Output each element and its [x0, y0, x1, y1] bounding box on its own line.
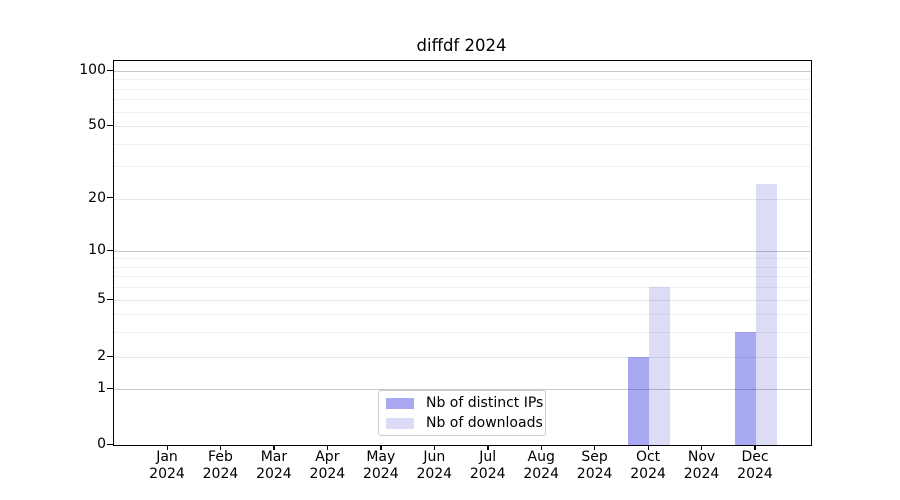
x-tick-mark [219, 445, 222, 450]
legend-swatch-downloads [386, 417, 414, 429]
y-tick-label: 0 [97, 436, 106, 452]
legend-label-downloads: Nb of downloads [426, 415, 543, 431]
x-tick-label: Jun 2024 [416, 449, 453, 482]
x-tick-label: Dec 2024 [737, 449, 773, 482]
gridline-major [114, 126, 811, 127]
gridline-minor [114, 166, 811, 168]
x-tick-label: Jul 2024 [469, 449, 506, 482]
x-tick-mark [380, 445, 382, 450]
gridline-minor [114, 287, 811, 289]
y-tick-label: 100 [79, 62, 106, 78]
y-tick-mark [107, 197, 113, 199]
x-tick-label: Aug 2024 [523, 449, 559, 482]
x-tick-mark [754, 445, 756, 450]
y-tick-label: 20 [88, 189, 106, 206]
gridline-minor [114, 111, 811, 113]
gridline-major [114, 198, 811, 200]
gridline-minor [114, 79, 811, 81]
x-tick-mark [273, 445, 275, 450]
x-tick-mark [594, 445, 596, 450]
y-tick-mark [107, 387, 113, 389]
x-tick-label: Sep 2024 [576, 449, 613, 482]
y-tick-label: 50 [88, 117, 106, 133]
gridline-major [114, 71, 811, 72]
x-tick-label: Feb 2024 [202, 449, 239, 482]
y-tick-mark [107, 124, 113, 126]
y-tick-label: 10 [88, 242, 106, 258]
y-tick-mark [107, 355, 113, 357]
x-tick-mark [487, 445, 489, 450]
gridline-minor [114, 99, 811, 101]
bar-downloads-oct [649, 287, 671, 445]
legend-item-distinct-ips: Nb of distinct IPs [379, 396, 545, 410]
x-tick-label: May 2024 [362, 449, 399, 482]
x-tick-mark [647, 445, 649, 450]
gridline-minor [114, 313, 811, 315]
gridline-minor [114, 331, 811, 333]
legend-item-downloads: Nb of downloads [379, 416, 545, 430]
gridline-major [114, 251, 811, 252]
y-tick-label: 5 [97, 291, 106, 307]
x-tick-label: Jan 2024 [149, 449, 185, 482]
bar-distinct-ips-oct [628, 357, 650, 445]
gridline-minor [114, 258, 811, 260]
x-tick-label: Mar 2024 [256, 449, 292, 482]
y-tick-label: 2 [97, 348, 106, 364]
y-tick-mark [107, 249, 113, 251]
y-tick-mark [107, 298, 113, 300]
x-tick-label: Nov 2024 [683, 449, 720, 482]
y-tick-mark [107, 443, 113, 445]
bar-downloads-dec [755, 184, 777, 445]
x-tick-mark [166, 445, 168, 450]
x-tick-label: Apr 2024 [309, 449, 346, 482]
legend-swatch-distinct-ips [386, 397, 414, 409]
gridline-minor [114, 276, 811, 278]
x-tick-label: Oct 2024 [630, 449, 666, 482]
gridline-major [114, 357, 811, 358]
plot-area [113, 60, 812, 446]
gridline-major [114, 300, 811, 301]
bar-distinct-ips-dec [734, 331, 756, 445]
chart-title: diffdf 2024 [416, 36, 507, 55]
x-tick-mark [433, 445, 436, 450]
gridline-minor [114, 266, 811, 268]
legend-label-distinct-ips: Nb of distinct IPs [426, 395, 544, 411]
legend: Nb of distinct IPs Nb of downloads [378, 390, 546, 436]
x-tick-mark [701, 445, 703, 450]
y-tick-label: 1 [97, 380, 106, 396]
gridline-minor [114, 143, 811, 145]
x-tick-mark [326, 445, 329, 450]
gridline-minor [114, 88, 811, 90]
gridline-major [114, 389, 811, 390]
x-tick-mark [540, 445, 542, 450]
y-tick-mark [107, 69, 113, 71]
